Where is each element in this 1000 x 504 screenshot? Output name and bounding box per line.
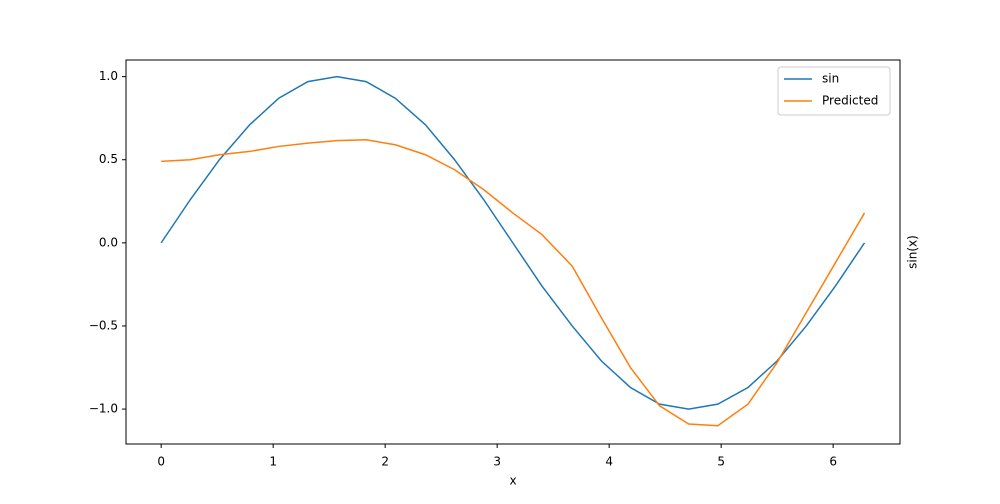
- x-tick-label: 2: [381, 455, 389, 469]
- series-line: [160, 75, 866, 410]
- x-tick-label: 1: [269, 455, 277, 469]
- x-tick-label: 3: [493, 455, 501, 469]
- x-axis-label: x: [509, 474, 516, 488]
- legend-label: Predicted: [822, 94, 878, 108]
- x-tick-label: 6: [829, 455, 837, 469]
- y-tick-label: 0.0: [99, 235, 118, 249]
- x-tick-label: 0: [157, 455, 165, 469]
- y-tick-label: 1.0: [99, 69, 118, 83]
- legend-label: sin: [822, 72, 839, 86]
- y-axis-label: sin(x): [906, 235, 920, 269]
- y-tick-label: −0.5: [89, 318, 118, 332]
- plot-frame: [125, 59, 901, 445]
- y-tick-label: 0.5: [99, 152, 118, 166]
- y-tick-label: −1.0: [89, 402, 118, 416]
- series-line: [161, 139, 866, 427]
- x-tick-label: 4: [605, 455, 613, 469]
- x-tick-label: 5: [717, 455, 725, 469]
